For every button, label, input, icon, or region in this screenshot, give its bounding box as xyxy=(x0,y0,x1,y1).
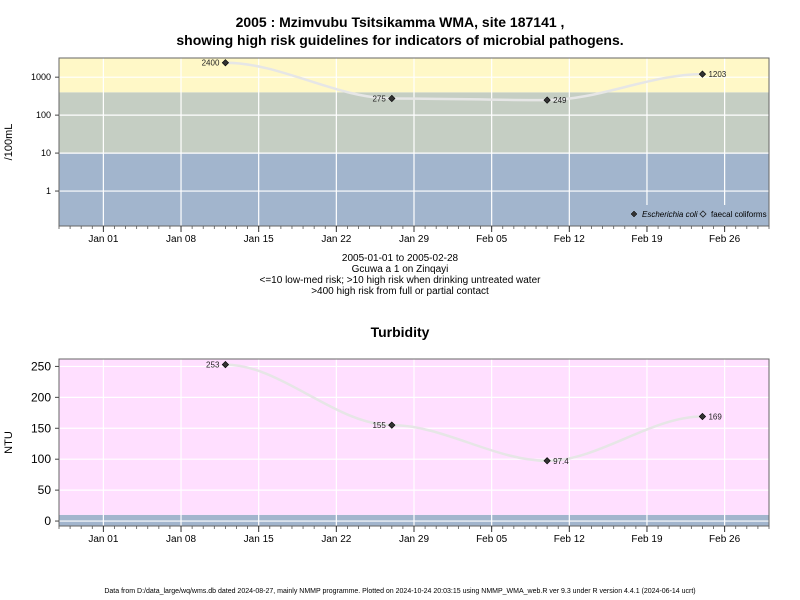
y-tick-label-5: 250 xyxy=(31,359,51,373)
data-label-1: 275 xyxy=(372,94,386,103)
y-tick-label-2: 100 xyxy=(31,452,51,466)
series-line xyxy=(225,61,703,102)
x-tick-label-3: Jan 22 xyxy=(321,234,351,245)
data-point-2 xyxy=(543,457,551,465)
y-axis-label: /100mL xyxy=(3,124,15,161)
x-tick-label-6: Feb 12 xyxy=(554,234,586,245)
y-tick-label-1: 50 xyxy=(38,483,52,497)
x-tick-label-7: Feb 19 xyxy=(631,534,663,545)
x-tick-label-6: Feb 12 xyxy=(554,534,586,545)
data-point-1 xyxy=(388,94,396,103)
x-tick-label-5: Feb 05 xyxy=(476,234,508,245)
data-label-2: 97.4 xyxy=(553,457,569,466)
x-tick-label-1: Jan 08 xyxy=(166,534,196,545)
data-label-2: 249 xyxy=(553,96,567,105)
data-point-3 xyxy=(698,70,707,78)
y-tick-label-1: 10 xyxy=(41,148,51,158)
x-tick-label-8: Feb 26 xyxy=(709,234,741,245)
x-tick-label-8: Feb 26 xyxy=(709,534,741,545)
data-label-1: 155 xyxy=(372,421,386,430)
x-tick-label-4: Jan 29 xyxy=(399,534,429,545)
legend-marker-ecoli xyxy=(630,210,638,218)
y-tick-label-0: 0 xyxy=(44,514,51,528)
data-label-0: 253 xyxy=(206,361,220,370)
x-tick-label-2: Jan 15 xyxy=(244,234,274,245)
data-label-0: 2400 xyxy=(202,59,220,68)
legend-box xyxy=(626,205,768,225)
data-point-0 xyxy=(221,59,230,67)
x-tick-label-1: Jan 08 xyxy=(166,234,196,245)
x-tick-label-0: Jan 01 xyxy=(88,534,118,545)
chart-title-line1: 2005 : Mzimvubu Tsitsikamma WMA, site 18… xyxy=(235,14,565,30)
x-tick-label-3: Jan 22 xyxy=(321,534,351,545)
legend: Escherichia coli faecal coliforms xyxy=(626,205,768,225)
series-line xyxy=(225,363,703,463)
x-tick-label-7: Feb 19 xyxy=(631,234,663,245)
data-label-3: 1203 xyxy=(708,70,726,79)
data-point-0 xyxy=(221,360,230,369)
y-tick-label-4: 200 xyxy=(31,390,51,404)
turbidity-title: Turbidity xyxy=(370,324,430,340)
data-point-2 xyxy=(543,96,551,104)
caption-line-4: >400 high risk from full or partial cont… xyxy=(311,286,489,297)
legend-label-faecal: faecal coliforms xyxy=(711,210,767,219)
y-tick-label-3: 1000 xyxy=(31,72,51,82)
x-tick-label-4: Jan 29 xyxy=(399,234,429,245)
legend-marker-faecal xyxy=(699,210,707,218)
x-tick-label-5: Feb 05 xyxy=(476,534,508,545)
caption-line-1: 2005-01-01 to 2005-02-28 xyxy=(341,253,459,264)
data-point-3 xyxy=(698,412,707,421)
chart-title-line2: showing high risk guidelines for indicat… xyxy=(176,32,624,48)
data-label-3: 169 xyxy=(708,413,722,422)
x-tick-label-0: Jan 01 xyxy=(88,234,118,245)
y-tick-label-2: 100 xyxy=(36,110,51,120)
caption-line-2: Gcuwa a 1 on Zinqayi xyxy=(351,264,449,275)
y-axis-label: NTU xyxy=(3,431,15,454)
y-tick-label-3: 150 xyxy=(31,421,51,435)
data-point-1 xyxy=(388,421,396,429)
y-tick-label-0: 1 xyxy=(46,186,51,196)
legend-label-ecoli: Escherichia coli xyxy=(642,210,698,219)
caption-line-3: <=10 low-med risk; >10 high risk when dr… xyxy=(259,275,541,286)
x-tick-label-2: Jan 15 xyxy=(244,534,274,545)
footer-note: Data from D:/data_large/wq/wms.db dated … xyxy=(104,588,696,595)
